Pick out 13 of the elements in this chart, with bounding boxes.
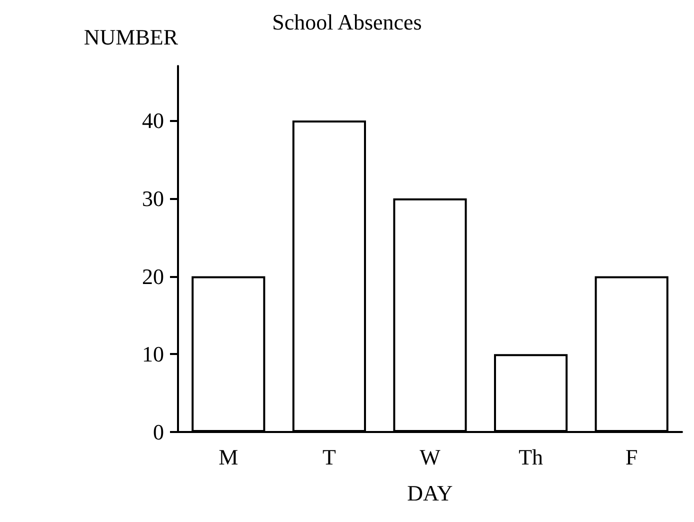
x-tick-label: W — [420, 444, 441, 470]
y-tick-label: 0 — [153, 420, 164, 444]
y-tick-label: 20 — [142, 264, 164, 289]
x-tick-label: F — [625, 444, 638, 470]
y-tick-label: 40 — [142, 108, 164, 134]
x-axis-title: DAY — [407, 480, 453, 506]
chart-title: School Absences — [272, 10, 422, 34]
y-tick-label: 30 — [142, 186, 164, 211]
y-tick-label: 10 — [142, 342, 164, 367]
x-tick-label: M — [218, 444, 238, 470]
x-tick-label: Th — [518, 444, 544, 470]
y-axis-title: NUMBER — [84, 24, 178, 50]
x-tick-label: T — [322, 444, 336, 470]
